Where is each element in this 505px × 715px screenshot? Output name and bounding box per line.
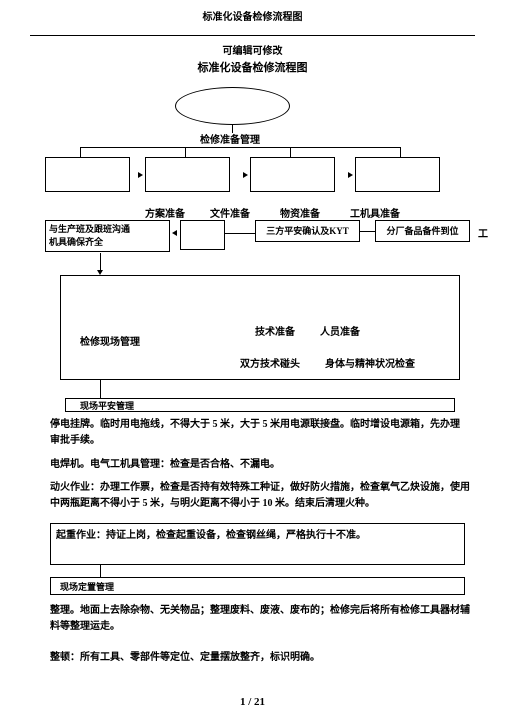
connector [360,231,375,232]
para-organize: 整理。地面上去除杂物、无关物品；整理废料、废液、废布的；检修完后将所有检修工具器… [50,603,470,634]
staff-prep-label: 人员准备 [320,323,360,338]
arrow-icon [172,230,177,236]
empty-box-2 [180,220,225,250]
comm-box-line1: 与生产班及跟班沟通 [49,224,130,234]
page-title: 标准化设备检修流程图 [0,0,505,23]
tech-meet-label: 双方技术碰头 [240,355,300,370]
connector [400,147,401,157]
para-power: 停电挂牌。临时用电拖线，不得大于 5 米，大于 5 米用电源联接盘。临时增设电源… [50,417,465,448]
para-welding: 电焊机。电气工机具管理：检查是否合格、不漏电。 [50,457,465,473]
prep-box-4 [355,157,440,192]
position-mgmt-title: 现场定置管理 [60,580,114,593]
arrow-icon [138,172,143,178]
connector [80,147,400,148]
prep-box-2 [145,157,230,192]
lifting-box-bottom [50,551,465,565]
safety-confirm-text: 三方平安确认及KYT [266,226,349,236]
connector [100,380,101,398]
safety-confirm-box: 三方平安确认及KYT [255,220,360,242]
connector [100,253,101,271]
flowchart-canvas: 检修准备管理 方案准备 文件准备 物资准备 工机具准备 与生产班及跟班沟通 机具… [0,75,505,715]
divider [30,35,475,36]
label-material-prep: 物资准备 [280,205,320,220]
prep-box-3 [250,157,335,192]
safety-mgmt-title: 现场平安管理 [80,399,134,412]
page-number: 1 / 21 [0,696,505,708]
connector [80,147,81,157]
comm-box-line2: 机具确保齐全 [49,237,103,247]
label-file-prep: 文件准备 [210,205,250,220]
prep-box-1 [45,157,130,192]
connector [290,147,291,157]
connector [185,147,186,157]
arrow-icon [243,172,248,178]
tech-prep-label: 技术准备 [255,323,295,338]
label-plan-prep: 方案准备 [145,205,185,220]
suffix-label: 工 [478,225,488,240]
prep-mgmt-label: 检修准备管理 [200,131,260,146]
arrow-icon [348,172,353,178]
connector [100,565,101,577]
start-ellipse [175,87,290,125]
para-arrange: 整顿：所有工具、零部件等定位、定量摆放整齐，标识明确。 [50,650,470,666]
label-tool-prep: 工机具准备 [350,205,400,220]
subtitle-editable: 可编辑可修改 [0,42,505,57]
site-mgmt-label: 检修现场管理 [80,333,140,348]
para-lifting: 起重作业：持证上岗，检查起重设备，检查钢丝绳，严格执行十不准。 [56,528,456,544]
spare-parts-box: 分厂备品备件到位 [375,220,470,242]
health-check-label: 身体与精神状况检查 [325,355,415,370]
para-fire: 动火作业：办理工作票，检查是否持有效特殊工种证，做好防火措施，检查氧气乙炔设施，… [50,480,470,511]
comm-box: 与生产班及跟班沟通 机具确保齐全 [45,220,170,252]
connector [225,233,255,234]
subtitle-main: 标准化设备检修流程图 [0,59,505,75]
spare-parts-text: 分厂备品备件到位 [386,226,458,236]
